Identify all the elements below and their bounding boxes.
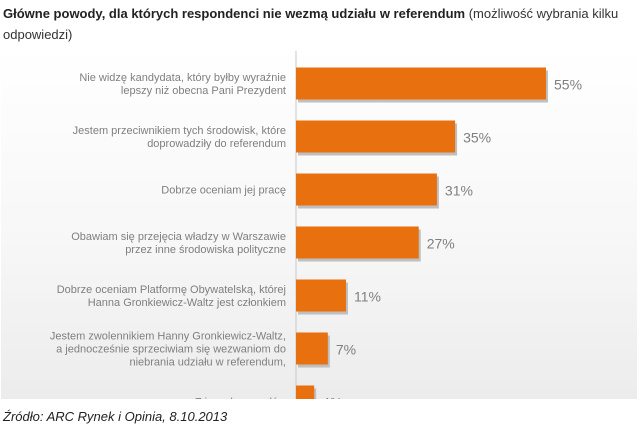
value-label-2: 35% bbox=[463, 130, 491, 146]
category-label-line: Z innych powodów bbox=[195, 397, 286, 400]
bar-6 bbox=[296, 332, 328, 365]
chart-title: Główne powody, dla których respondenci n… bbox=[3, 3, 637, 45]
category-label-7: Z innych powodów bbox=[195, 397, 286, 400]
bar-chart: 55% Nie widzę kandydata, który byłby wyra… bbox=[50, 51, 582, 400]
value-label-1: 55% bbox=[554, 77, 582, 93]
category-label-line: Jestem zwolennikiem Hanny Gronkiewicz-Wa… bbox=[50, 331, 286, 343]
chart-title-note: (możliwość wybrania kilku odpowiedzi) bbox=[3, 6, 619, 42]
category-label-1: Nie widzę kandydata, który byłby wyraźni… bbox=[79, 72, 286, 97]
value-label-5: 11% bbox=[354, 289, 381, 305]
bar-3 bbox=[296, 173, 437, 206]
category-label-line: przez inne środowiska polityczne bbox=[125, 244, 286, 256]
category-label-line: Dobrze oceniam Platformę Obywatelską, kt… bbox=[57, 284, 286, 296]
value-label-3: 31% bbox=[445, 183, 473, 199]
category-label-line: lepszy niż obecna Pani Prezydent bbox=[121, 85, 286, 97]
source-note: Źródło: ARC Rynek i Opinia, 8.10.2013 bbox=[3, 409, 228, 424]
category-label-line: niebrania udziału w referendum, bbox=[129, 357, 286, 369]
category-label-line: Nie widzę kandydata, który byłby wyraźni… bbox=[79, 72, 286, 84]
bar-7 bbox=[296, 385, 315, 399]
value-label-7: 4% bbox=[322, 395, 342, 400]
category-label-2: Jestem przeciwnikiem tych środowisk, któ… bbox=[73, 125, 286, 150]
bar-1 bbox=[296, 67, 546, 100]
bar-4 bbox=[296, 226, 419, 259]
bar-5 bbox=[296, 279, 346, 312]
category-label-6: Jestem zwolennikiem Hanny Gronkiewicz-Wa… bbox=[50, 331, 286, 369]
bar-2 bbox=[296, 120, 456, 153]
category-label-line: Hanna Gronkiewicz-Waltz jest członkiem bbox=[88, 297, 286, 309]
category-label-line: doprowadziły do referendum bbox=[147, 138, 286, 150]
value-label-4: 27% bbox=[427, 236, 455, 252]
category-label-4: Obawiam się przejęcia władzy w Warszawie… bbox=[71, 231, 286, 256]
value-label-6: 7% bbox=[336, 342, 356, 358]
category-label-3: Dobrze oceniam jej pracę bbox=[161, 185, 286, 197]
chart-title-main: Główne powody, dla których respondenci n… bbox=[3, 6, 466, 21]
category-label-line: Jestem przeciwnikiem tych środowisk, któ… bbox=[73, 125, 286, 137]
category-label-line: a jednocześnie sprzeciwiam się wezwaniom… bbox=[56, 344, 286, 356]
category-label-line: Dobrze oceniam jej pracę bbox=[161, 185, 286, 197]
category-label-line: Obawiam się przejęcia władzy w Warszawie bbox=[71, 231, 286, 243]
category-label-5: Dobrze oceniam Platformę Obywatelską, kt… bbox=[57, 284, 286, 309]
